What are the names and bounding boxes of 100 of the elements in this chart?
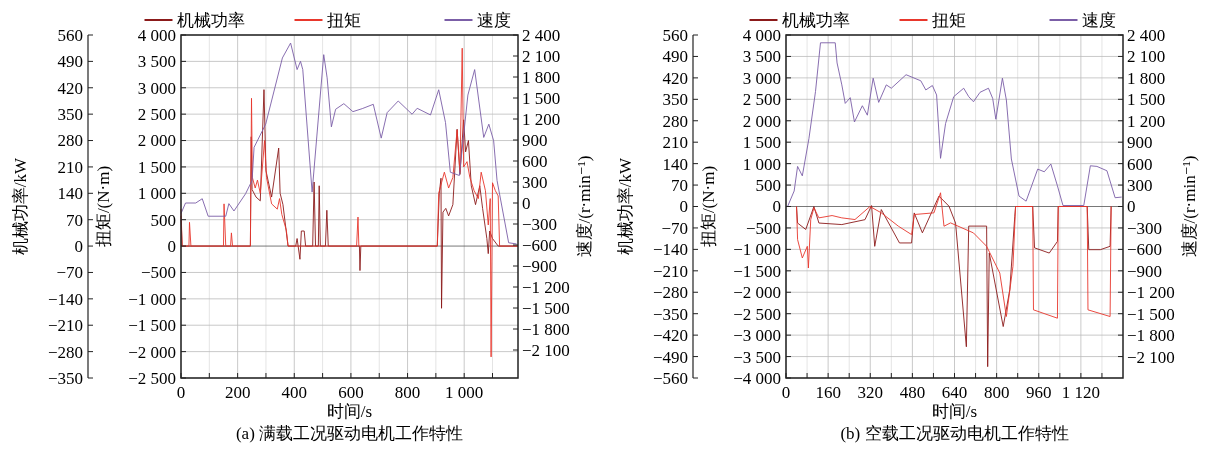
y2-tick-label: −1 200 (522, 277, 570, 297)
y-tick-label: −2 500 (733, 304, 781, 324)
y-tick-label: 500 (755, 176, 781, 196)
y3-tick-label: 420 (662, 68, 688, 88)
y-tick-label: 4 000 (742, 25, 781, 45)
y2-tick-label: 1 500 (1127, 90, 1166, 110)
y2-tick-label: 1 200 (1127, 111, 1166, 131)
y-tick-label: −500 (745, 218, 781, 238)
y2-axis-title: 速度/(r·min⁻¹) (575, 155, 594, 258)
y-tick-label: 0 (772, 197, 781, 217)
x-tick-label: 1 000 (445, 383, 484, 402)
y2-tick-label: −600 (1127, 240, 1163, 260)
y2-axis-title: 速度/(r·min⁻¹) (1180, 155, 1199, 258)
y-tick-label: 1 500 (137, 157, 176, 177)
y3-tick-label: 560 (662, 25, 688, 45)
y-tick-label: −1 500 (128, 316, 176, 336)
legend-label: 扭矩 (931, 10, 966, 30)
x-tick-label: 600 (338, 383, 364, 402)
x-tick-label: 400 (281, 383, 308, 402)
y3-tick-label: 140 (57, 184, 83, 204)
y-axis-title: 扭矩/(N·m) (94, 165, 113, 248)
y2-tick-label: −300 (522, 214, 558, 234)
y2-tick-label: 600 (522, 151, 548, 171)
y2-tick-label: −600 (522, 235, 558, 255)
y2-tick-label: 2 400 (522, 25, 561, 45)
y3-tick-label: 560 (57, 25, 83, 45)
line-series (787, 42, 1123, 207)
y-tick-label: 3 500 (742, 47, 781, 67)
y-tick-label: −2 500 (128, 368, 176, 388)
y3-tick-label: −140 (652, 240, 688, 260)
y-tick-label: −1 000 (733, 240, 781, 260)
y3-tick-label: 490 (662, 47, 688, 67)
y3-tick-label: −280 (652, 283, 688, 303)
x-tick-label: 320 (857, 383, 883, 402)
y3-axis-title: 机械功率/kW (616, 156, 635, 256)
y3-tick-label: 210 (662, 133, 688, 153)
y2-tick-label: −1 800 (522, 319, 570, 339)
y2-tick-label: −900 (522, 256, 558, 276)
y2-tick-label: 2 100 (522, 46, 561, 66)
y3-tick-label: −420 (652, 326, 688, 346)
legend-label: 速度 (476, 10, 511, 30)
y-tick-label: −3 000 (733, 326, 781, 346)
y3-tick-label: −560 (652, 368, 688, 388)
y-tick-label: 1 000 (742, 154, 781, 174)
y2-tick-label: −900 (1127, 261, 1163, 281)
y3-tick-label: 280 (57, 131, 83, 151)
y3-tick-label: 0 (74, 237, 83, 257)
y2-tick-label: −1 500 (1127, 304, 1175, 324)
y3-tick-label: −280 (47, 342, 83, 362)
legend-label: 机械功率 (176, 10, 245, 30)
x-tick-label: 640 (941, 383, 968, 402)
y-tick-label: 1 000 (137, 184, 176, 204)
y-tick-label: −500 (140, 263, 176, 283)
y-tick-label: 0 (167, 237, 176, 257)
line-series (796, 192, 1112, 319)
y-tick-label: −2 000 (733, 283, 781, 303)
y-tick-label: 3 000 (742, 68, 781, 88)
x-tick-label: 160 (815, 383, 841, 402)
y-tick-label: 3 000 (137, 78, 176, 98)
y-tick-label: −1 000 (128, 289, 176, 309)
y3-tick-label: 350 (662, 90, 688, 110)
y-axis-title: 扭矩/(N·m) (699, 165, 718, 248)
y2-tick-label: 0 (522, 193, 531, 213)
y-tick-label: 2 500 (137, 105, 176, 125)
y3-tick-label: 0 (679, 197, 688, 217)
y-tick-label: 3 500 (137, 52, 176, 72)
y3-tick-label: −140 (47, 289, 83, 309)
y2-tick-label: −1 200 (1127, 283, 1175, 303)
y-tick-label: −3 500 (733, 347, 781, 367)
y3-tick-label: 140 (662, 154, 688, 174)
y3-tick-label: 210 (57, 157, 83, 177)
legend-label: 速度 (1081, 10, 1116, 30)
x-tick-label: 960 (1026, 383, 1052, 402)
y2-tick-label: 300 (1127, 176, 1153, 196)
y2-tick-label: 2 100 (1127, 47, 1166, 67)
y-tick-label: 2 000 (742, 111, 781, 131)
y2-tick-label: −2 100 (522, 340, 570, 360)
y2-tick-label: −1 800 (1127, 326, 1175, 346)
y2-tick-label: 600 (1127, 154, 1153, 174)
line-series (180, 42, 518, 245)
y3-tick-label: −210 (652, 261, 688, 281)
y3-tick-label: −490 (652, 347, 688, 367)
y3-tick-label: −350 (652, 304, 688, 324)
x-tick-label: 200 (224, 383, 251, 402)
x-tick-label: 1 120 (1061, 383, 1100, 402)
x-tick-label: 480 (899, 383, 926, 402)
line-series (180, 47, 519, 358)
y3-tick-label: 70 (66, 210, 83, 230)
y3-tick-label: 420 (57, 78, 83, 98)
y2-tick-label: 900 (522, 130, 548, 150)
y-tick-label: 2 500 (742, 90, 781, 110)
x-tick-label: 800 (394, 383, 421, 402)
legend-label: 扭矩 (326, 10, 361, 30)
y-tick-label: −1 500 (733, 261, 781, 281)
y2-tick-label: −1 500 (522, 298, 570, 318)
y3-tick-label: −70 (661, 218, 688, 238)
y-tick-label: −2 000 (128, 342, 176, 362)
y-tick-label: 4 000 (137, 25, 176, 45)
y3-axis-title: 机械功率/kW (11, 156, 30, 256)
y-tick-label: −4 000 (733, 368, 781, 388)
